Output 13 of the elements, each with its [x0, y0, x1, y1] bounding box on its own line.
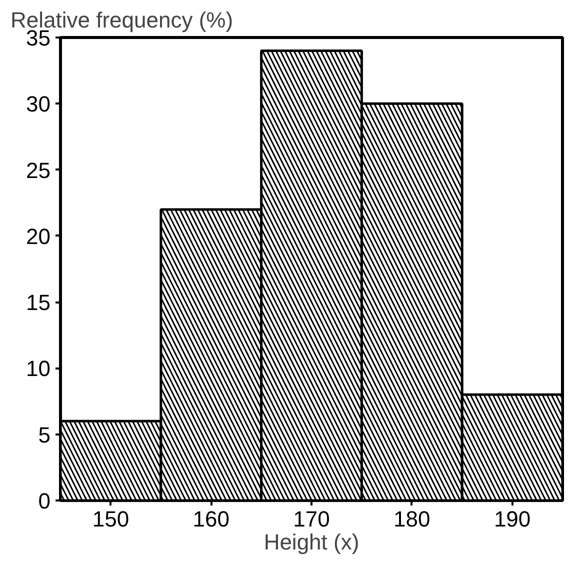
y-tick-label: 0 [38, 488, 51, 514]
x-tick-label: 160 [192, 506, 230, 532]
x-tick-label: 190 [494, 506, 531, 532]
x-tick-label: 150 [92, 506, 130, 532]
y-tick-label: 30 [26, 92, 51, 117]
x-axis-title: Height (x) [264, 530, 360, 554]
x-tick-label: 180 [394, 506, 430, 532]
y-tick-label: 25 [26, 158, 51, 183]
x-tick-label: 170 [293, 506, 330, 532]
y-tick-label: 10 [26, 356, 51, 382]
y-tick-label: 15 [26, 290, 51, 316]
y-tick-label: 20 [26, 224, 51, 249]
y-tick-label: 5 [38, 422, 51, 448]
